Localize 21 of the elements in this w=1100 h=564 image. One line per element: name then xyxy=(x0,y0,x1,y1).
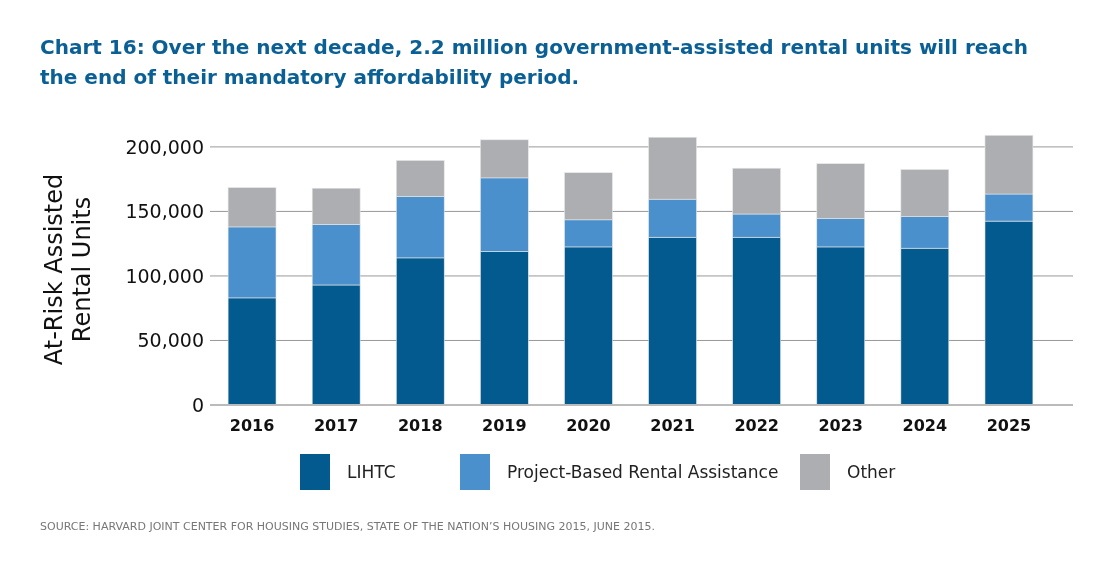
y-tick-label: 150,000 xyxy=(125,200,204,223)
source-note: SOURCE: HARVARD JOINT CENTER FOR HOUSING STUDIES, STATE OF THE NATION’S HOUSING 2015, JUNE 2015. xyxy=(40,520,655,533)
y-tick-label: 100,000 xyxy=(125,264,204,287)
legend-label: LIHTC xyxy=(347,461,396,482)
x-tick-label: 2023 xyxy=(818,416,864,435)
x-tick-label: 2022 xyxy=(734,416,779,435)
x-tick-label: 2021 xyxy=(650,416,695,435)
x-tick-label: 2018 xyxy=(397,416,443,435)
x-tick-label: 2024 xyxy=(902,416,948,435)
y-axis-title: At-Risk Assisted Rental Units xyxy=(40,173,96,366)
x-tick-label: 2017 xyxy=(313,416,359,435)
legend-label: Other xyxy=(847,461,896,482)
x-tick-label: 2025 xyxy=(986,416,1032,435)
chart-title: Chart 16: Over the next decade, 2.2 million government-assisted rental units will reach the end of their mandatory affordability period. xyxy=(40,35,1028,89)
legend-label: Project-Based Rental Assistance xyxy=(507,461,779,482)
y-tick-label: 50,000 xyxy=(137,329,204,352)
x-tick-label: 2019 xyxy=(482,416,527,435)
x-tick-label: 2020 xyxy=(566,416,611,435)
y-tick-label: 0 xyxy=(191,393,204,416)
x-tick-label: 2016 xyxy=(229,416,275,435)
y-tick-label: 200,000 xyxy=(125,135,204,158)
